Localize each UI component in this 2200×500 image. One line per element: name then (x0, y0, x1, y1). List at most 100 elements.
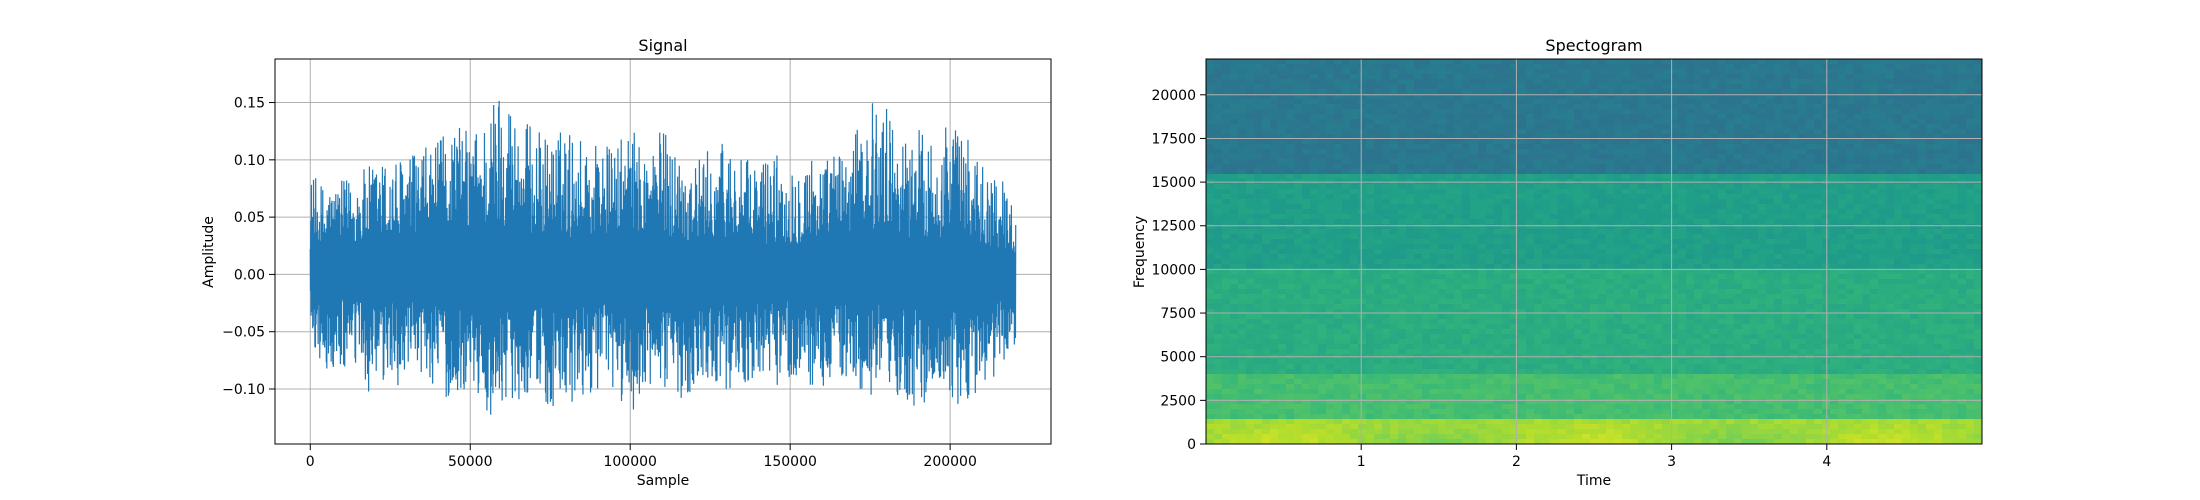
signal-y-tick-label: −0.05 (222, 325, 265, 341)
spectrogram-cell (1294, 129, 1303, 135)
spectrogram-cell (1214, 109, 1223, 115)
spectrogram-cell (1630, 219, 1639, 225)
spectrogram-cell (1518, 394, 1527, 400)
spectrogram-cell (1470, 84, 1479, 90)
spectrogram-cell (1590, 304, 1599, 310)
spectrogram-cell (1222, 219, 1231, 225)
spectrogram-cell (1358, 274, 1367, 280)
spectrogram-cell (1438, 294, 1447, 300)
spectrogram-cell (1550, 264, 1559, 270)
spectrogram-cell (1582, 329, 1591, 335)
spectrogram-cell (1206, 389, 1215, 395)
spectrogram-cell (1438, 89, 1447, 95)
spectrogram-cell (1534, 114, 1543, 120)
spectrogram-cell (1214, 269, 1223, 275)
spectrogram-cell (1270, 69, 1279, 75)
spectrogram-cell (1406, 339, 1415, 345)
spectrogram-cell (1310, 319, 1319, 325)
spectrogram-cell (1270, 159, 1279, 165)
spectrogram-cell (1406, 244, 1415, 250)
spectrogram-cell (1382, 119, 1391, 125)
spectrogram-cell (1366, 114, 1375, 120)
spectrogram-cell (1622, 304, 1631, 310)
spectrogram-cell (1582, 274, 1591, 280)
spectrogram-cell (1398, 149, 1407, 155)
spectrogram-cell (1342, 339, 1351, 345)
spectrogram-cell (1302, 249, 1311, 255)
spectrogram-cell (1302, 374, 1311, 380)
spectrogram-cell (1558, 329, 1567, 335)
spectrogram-cell (1534, 269, 1543, 275)
spectrogram-cell (1318, 79, 1327, 85)
spectrogram-cell (1638, 379, 1647, 385)
spectrogram-cell (1214, 394, 1223, 400)
spectrogram-cell (1510, 159, 1519, 165)
spectrogram-cell (1318, 304, 1327, 310)
spectrogram-cell (1446, 269, 1455, 275)
spectrogram-cell (1694, 404, 1703, 410)
spectrogram-cell (1590, 319, 1599, 325)
spectrogram-cell (1286, 219, 1295, 225)
spectrogram-cell (1366, 344, 1375, 350)
spectrogram-cell (1350, 409, 1359, 415)
spectrogram-cell (1702, 214, 1711, 220)
spectrogram-cell (1470, 359, 1479, 365)
spectrogram-cell (1398, 384, 1407, 390)
spectrogram-cell (1342, 349, 1351, 355)
spectrogram-cell (1462, 309, 1471, 315)
spectrogram-cell (1638, 394, 1647, 400)
spectrogram-cell (1294, 334, 1303, 340)
spectrogram-cell (1550, 399, 1559, 405)
spectrogram-cell (1630, 304, 1639, 310)
spectrogram-cell (1558, 389, 1567, 395)
spectrogram-cell (1390, 259, 1399, 265)
spectrogram-cell (1518, 244, 1527, 250)
spectrogram-cell (1214, 294, 1223, 300)
spectrogram-cell (1718, 139, 1727, 145)
spectrogram-cell (1414, 369, 1423, 375)
spectrogram-cell (1446, 434, 1455, 440)
spectrogram-cell (1710, 404, 1719, 410)
spectrogram-cell (1286, 369, 1295, 375)
spectrogram-cell (1262, 204, 1271, 210)
spectrogram-cell (1214, 119, 1223, 125)
spectrogram-cell (1550, 124, 1559, 130)
spectrogram-cell (1422, 134, 1431, 140)
spectrogram-cell (1662, 129, 1671, 135)
spectrogram-cell (1518, 234, 1527, 240)
spectrogram-cell (1710, 349, 1719, 355)
spectrogram-cell (1302, 424, 1311, 430)
spectrogram-cell (1438, 359, 1447, 365)
spectrogram-cell (1302, 119, 1311, 125)
spectrogram-cell (1598, 404, 1607, 410)
spectrogram-cell (1318, 289, 1327, 295)
spectrogram-cell (1350, 289, 1359, 295)
spectrogram-cell (1358, 319, 1367, 325)
spectrogram-cell (1342, 174, 1351, 180)
spectrogram-cell (1470, 424, 1479, 430)
spectrogram-cell (1422, 419, 1431, 425)
spectrogram-cell (1662, 329, 1671, 335)
spectrogram-cell (1470, 149, 1479, 155)
spectrogram-cell (1582, 84, 1591, 90)
spectrogram-cell (1206, 124, 1215, 130)
spectrogram-cell (1702, 314, 1711, 320)
spectrogram-cell (1502, 384, 1511, 390)
spectrogram-cell (1302, 434, 1311, 440)
spectrogram-cell (1446, 59, 1455, 65)
spectrogram-cell (1286, 424, 1295, 430)
spectrogram-cell (1510, 414, 1519, 420)
spectrogram-cell (1350, 394, 1359, 400)
spectrogram-cell (1318, 439, 1327, 444)
spectrogram-cell (1350, 164, 1359, 170)
spectrogram-cell (1630, 144, 1639, 150)
spectrogram-cell (1286, 434, 1295, 440)
spectrogram-cell (1582, 149, 1591, 155)
spectrogram-cell (1598, 334, 1607, 340)
spectrogram-cell (1270, 419, 1279, 425)
spectrogram-cell (1382, 134, 1391, 140)
spectrogram-cell (1622, 229, 1631, 235)
spectrogram-cell (1686, 279, 1695, 285)
spectrogram-cell (1206, 404, 1215, 410)
spectrogram-cell (1678, 439, 1687, 444)
